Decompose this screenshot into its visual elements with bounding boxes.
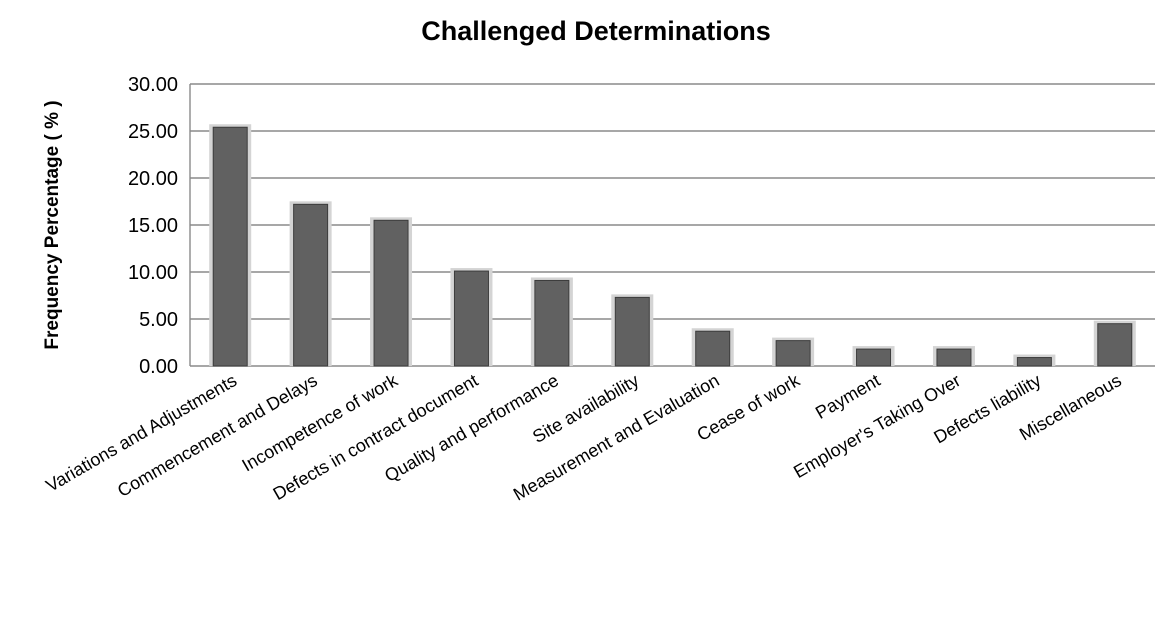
y-tick-label: 30.00 (128, 74, 178, 96)
y-tick-label: 10.00 (128, 262, 178, 284)
y-tick-label: 15.00 (128, 215, 178, 237)
bar (614, 296, 650, 367)
y-tick-label: 20.00 (128, 168, 178, 190)
bar (1016, 357, 1052, 367)
bar (775, 340, 811, 367)
bar (293, 203, 329, 367)
bar (534, 279, 570, 367)
y-tick-label: 5.00 (139, 309, 178, 331)
gridlines (189, 83, 1155, 367)
bar (373, 219, 409, 367)
bar (212, 126, 248, 367)
y-tick-label: 0.00 (139, 356, 178, 378)
bar (936, 348, 972, 367)
chart-title: Challenged Determinations (421, 16, 771, 46)
y-axis-ticks: 0.00 5.00 10.00 15.00 20.00 25.00 30.00 (128, 74, 178, 378)
bar (856, 348, 892, 367)
y-axis-label: Frequency Percentage ( % ) (42, 100, 63, 349)
bar (695, 330, 731, 367)
bars (209, 124, 1136, 367)
x-category-label: Payment (812, 370, 884, 423)
bar (1097, 323, 1133, 367)
bar (453, 270, 489, 367)
y-tick-label: 25.00 (128, 121, 178, 143)
